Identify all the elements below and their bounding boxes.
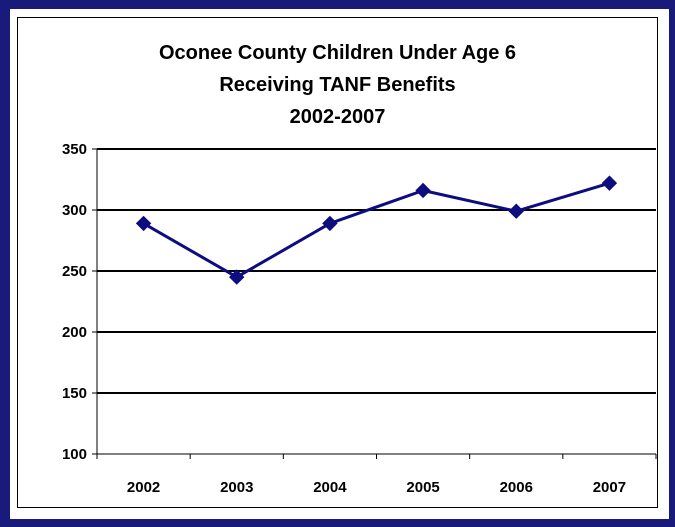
- y-tick-label: 250: [62, 263, 87, 280]
- y-tick-label: 200: [62, 324, 87, 341]
- frame-top-border: [0, 0, 675, 9]
- chart-title-line-1: Oconee County Children Under Age 6: [158, 42, 517, 64]
- y-tick-label: 100: [62, 446, 87, 463]
- y-tick-label: 300: [62, 202, 87, 219]
- data-point-2002: [135, 215, 152, 232]
- x-tick-label-2006: 2006: [500, 479, 533, 496]
- frame-right-border: [669, 0, 675, 527]
- series: [135, 175, 618, 285]
- chart-title-line-3: 2002-2007: [289, 106, 386, 128]
- axes: [92, 148, 657, 459]
- chart-title-line-2: Receiving TANF Benefits: [219, 74, 456, 96]
- x-tick-label-2007: 2007: [593, 479, 626, 496]
- x-tick-label-2002: 2002: [127, 479, 160, 496]
- y-tick-label: 150: [62, 385, 87, 402]
- data-point-2003: [229, 269, 245, 285]
- data-point-2004: [322, 215, 338, 232]
- frame-left-border: [0, 0, 10, 527]
- x-tick-label-2003: 2003: [220, 479, 253, 496]
- chart-area: [17, 17, 658, 508]
- data-point-2007: [601, 175, 618, 191]
- series-line: [142, 181, 610, 279]
- data-point-2005: [415, 182, 431, 199]
- x-tick-label-2005: 2005: [406, 479, 439, 496]
- data-point-2006: [508, 203, 524, 219]
- frame-bottom-border: [0, 519, 675, 527]
- x-tick-label-2004: 2004: [313, 479, 347, 496]
- y-tick-labels: 100 150 200 250 300 350: [62, 141, 87, 463]
- y-tick-label: 350: [62, 141, 87, 158]
- gridlines: [97, 148, 656, 394]
- x-tick-labels: 2002 2003 2004 2005 2006 2007: [127, 479, 626, 496]
